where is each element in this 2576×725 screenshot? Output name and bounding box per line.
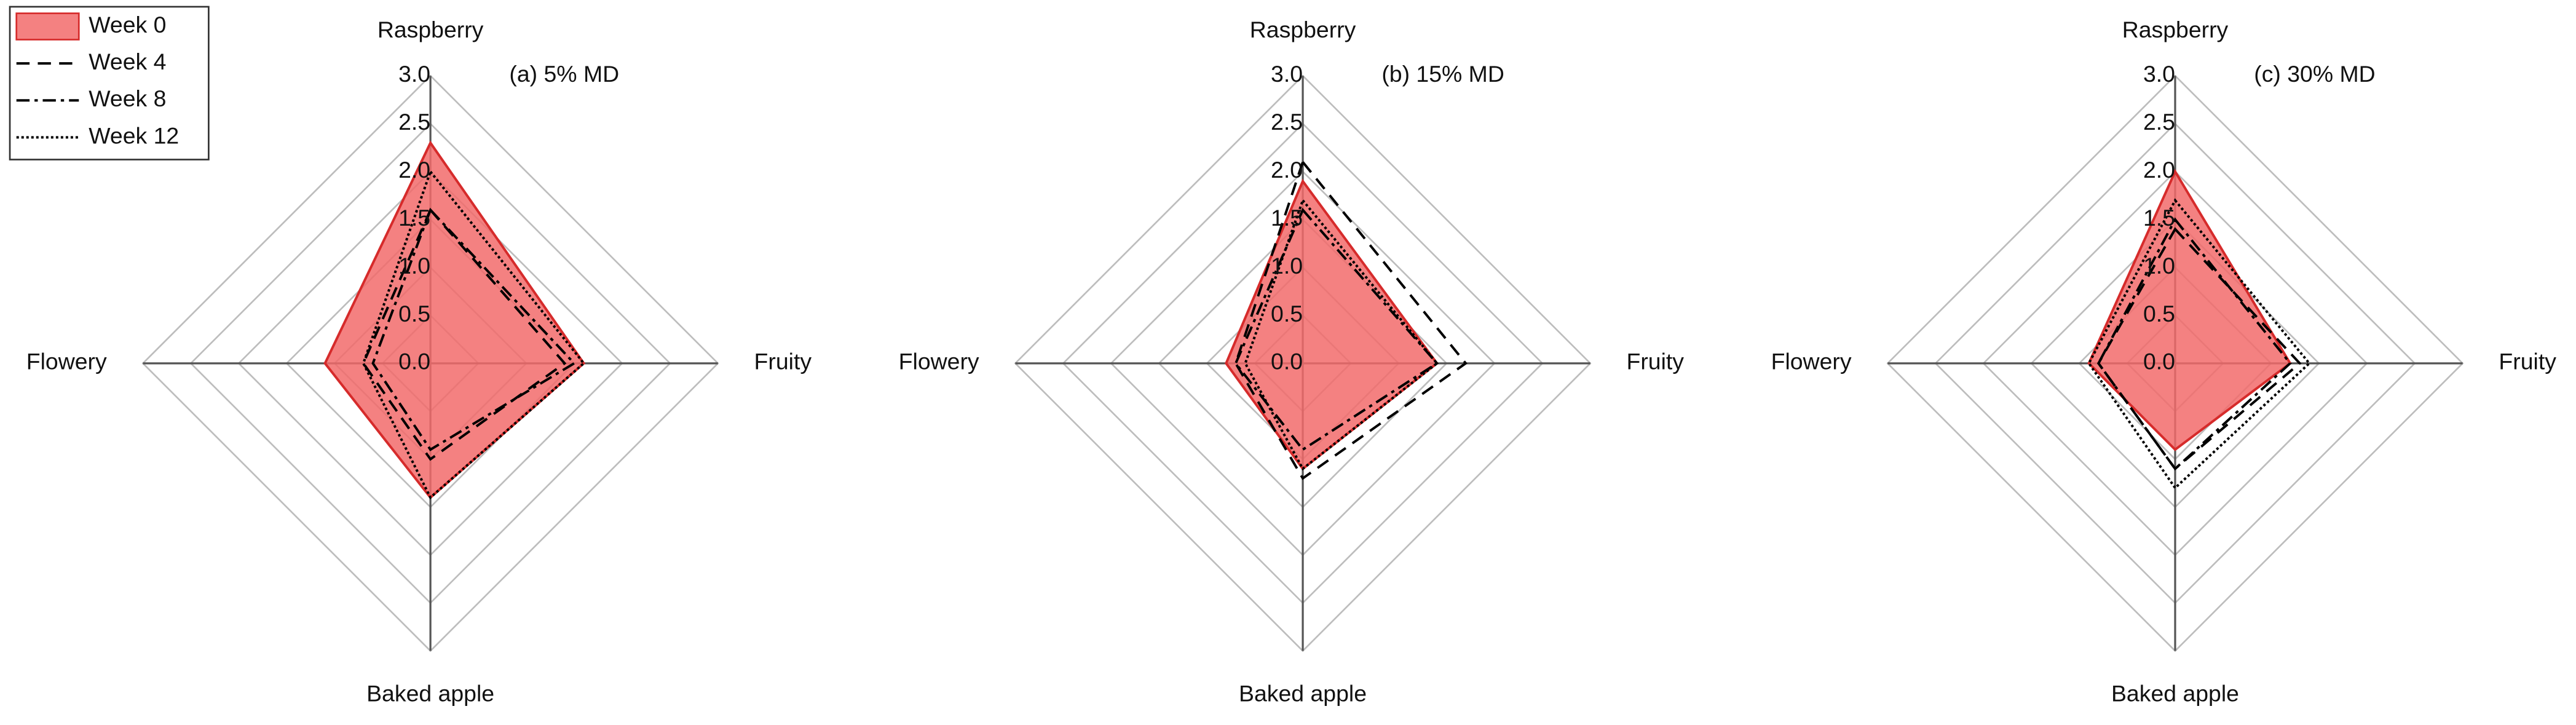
series-area [1234,159,1468,480]
tick-label: 3.0 [1271,61,1303,87]
tick-label: 3.0 [2143,61,2175,87]
series-area [362,169,586,500]
series-area [2087,198,2311,490]
category-label: Raspberry [2122,17,2229,42]
tick-label: 2.0 [398,157,430,183]
legend-label: Week 8 [89,85,166,111]
legend-label: Week 4 [89,49,166,74]
category-label: Fruity [2499,349,2556,374]
tick-label: 0.0 [398,349,430,374]
series-area [1225,178,1439,471]
legend: Week 0 Week 4 Week 8 Week 12 [9,6,210,160]
category-label: Flowery [899,349,979,374]
category-label: Raspberry [1250,17,1356,42]
tick-label: 1.0 [2143,253,2175,279]
category-label: Raspberry [377,17,484,42]
tick-label: 0.0 [2143,349,2175,374]
legend-label: Week 0 [89,12,166,38]
tick-label: 2.5 [2143,109,2175,135]
tick-label: 3.0 [398,61,430,87]
chart-title: (a) 5% MD [509,61,619,87]
category-label: Flowery [1771,349,1852,374]
category-label: Baked apple [1239,680,1367,706]
series-area [323,140,586,499]
tick-label: 2.0 [2143,157,2175,183]
legend-label: Week 12 [89,122,179,148]
tick-label: 0.5 [398,301,430,327]
radar-chart: 0.0 0.5 1.0 1.5 2.0 2.5 3.0 Raspberry Fruity Bake… [899,17,1685,707]
series-area [362,207,567,461]
tick-label: 0.0 [1271,349,1303,374]
tick-label: 1.5 [2143,205,2175,231]
series-area [2096,227,2302,471]
series-area [1234,207,1439,451]
category-label: Flowery [26,349,107,374]
tick-label: 0.5 [2143,301,2175,327]
series-area [1244,197,1439,471]
category-label: Fruity [754,349,812,374]
tick-label: 2.5 [398,109,430,135]
tick-label: 2.5 [1271,109,1303,135]
radar-chart: 0.0 0.5 1.0 1.5 2.0 2.5 3.0 Raspberry Fruity Bake… [1771,17,2557,707]
tick-label: 1.5 [398,205,430,231]
chart-title: (c) 30% MD [2254,61,2375,87]
series-area [371,207,577,451]
legend-swatch [15,12,80,41]
tick-label: 2.0 [1271,157,1303,183]
series-area [2087,168,2292,451]
radar-chart: 0.0 0.5 1.0 1.5 2.0 2.5 3.0 Raspberry Fruity Bake… [26,17,812,707]
category-label: Baked apple [2111,680,2239,706]
tick-label: 1.0 [398,253,430,279]
tick-label: 1.0 [1271,253,1303,279]
chart-title: (b) 15% MD [1381,61,1504,87]
tick-label: 0.5 [1271,301,1303,327]
tick-label: 1.5 [1271,205,1303,231]
category-label: Baked apple [366,680,494,706]
category-label: Fruity [1626,349,1684,374]
